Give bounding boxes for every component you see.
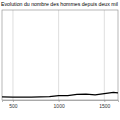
x-tick-label: 1000 [54, 103, 65, 109]
chart: Evolution du nombre des hommes depuis de… [0, 0, 120, 120]
plot-frame [2, 10, 118, 100]
grid-line [12, 10, 13, 100]
grid [13, 10, 104, 100]
plot-area [2, 92, 118, 97]
grid-line [104, 10, 105, 100]
x-tick-label: 500 [9, 103, 18, 109]
population-line [2, 92, 118, 97]
x-axis: 500 1000 1500 [3, 100, 119, 109]
x-tick: 500 [9, 100, 18, 109]
x-tick-label: 1500 [99, 103, 110, 109]
x-tick: 1000 [54, 100, 65, 109]
title: Evolution du nombre des hommes depuis de… [1, 1, 118, 7]
x-tick: 1500 [99, 100, 110, 109]
grid-line [58, 10, 59, 100]
